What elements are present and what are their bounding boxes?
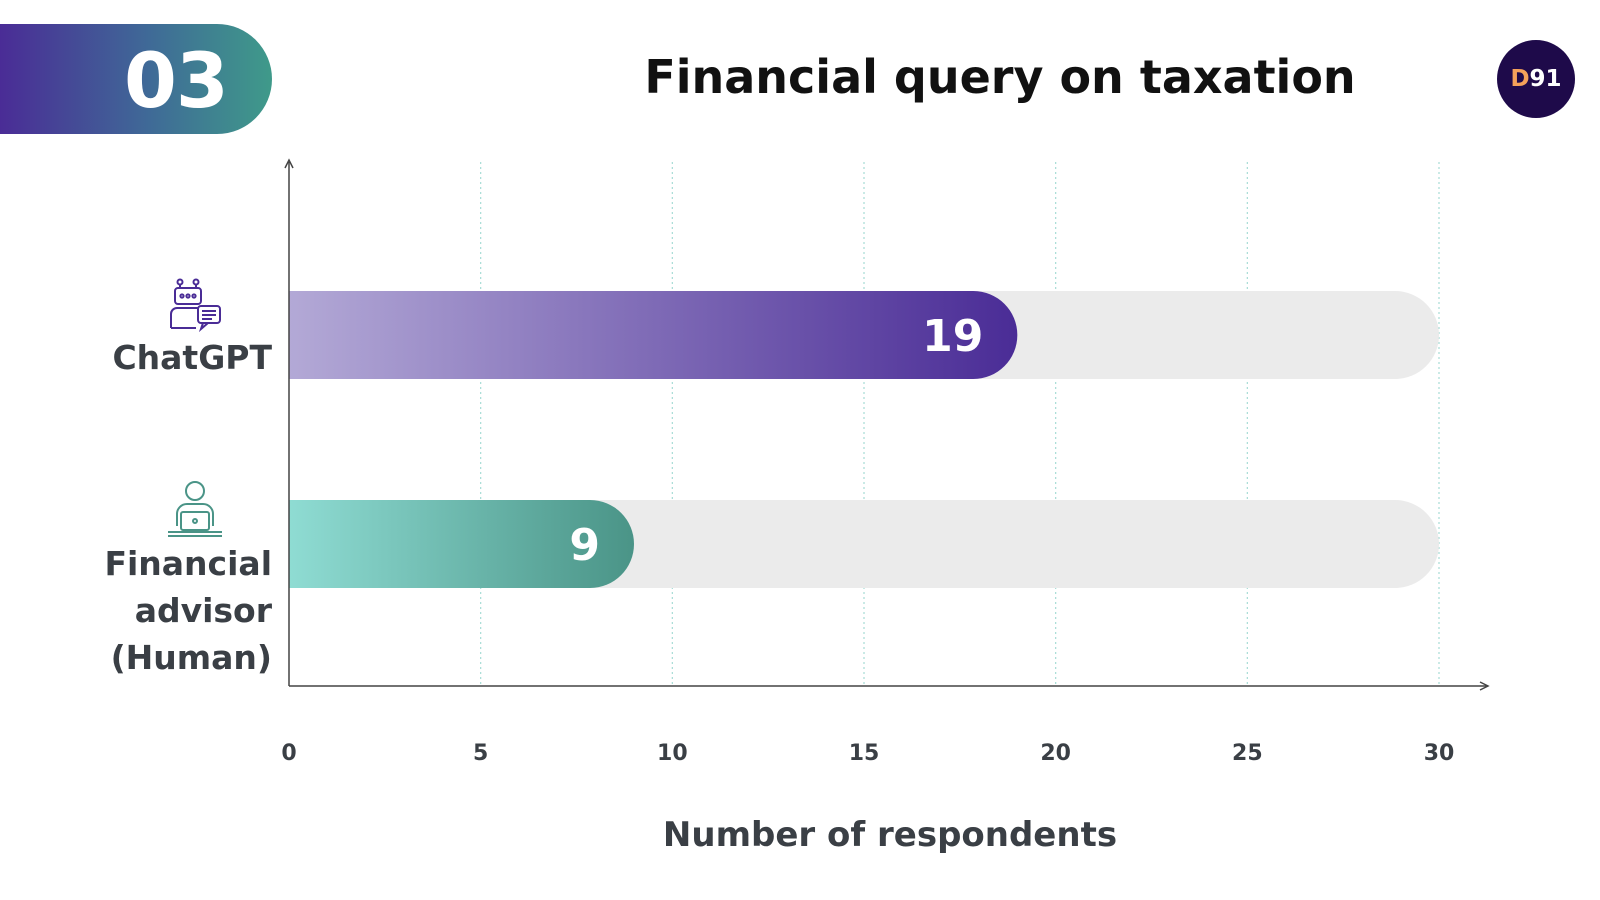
category-label-chatgpt: ChatGPT: [112, 338, 272, 377]
slide-number: 03: [124, 36, 229, 125]
brand-logo: D 91: [1497, 40, 1575, 118]
x-axis-title: Number of respondents: [662, 815, 1118, 855]
bar-human: [289, 500, 634, 588]
slide-number-badge: 03: [0, 24, 272, 134]
y-axis-arrow: [284, 158, 294, 169]
x-tick-label: 10: [657, 741, 688, 766]
x-tick-label: 20: [1040, 741, 1071, 766]
bar-value-label: 9: [569, 520, 600, 571]
x-tick-label: 0: [281, 741, 296, 766]
bar-chatgpt: [289, 291, 1018, 379]
x-tick-label: 25: [1232, 741, 1263, 766]
category-label-human: Financial advisor (Human): [104, 544, 272, 677]
x-tick-label: 30: [1424, 741, 1455, 766]
x-axis-arrow: [1479, 681, 1490, 691]
person-laptop-icon: [168, 481, 222, 537]
chart-title: Financial query on taxation: [644, 50, 1356, 104]
bar-value-label: 19: [922, 311, 983, 362]
x-tick-label: 15: [849, 741, 880, 766]
robot-chat-icon: [170, 278, 221, 332]
x-tick-label: 5: [473, 741, 488, 766]
